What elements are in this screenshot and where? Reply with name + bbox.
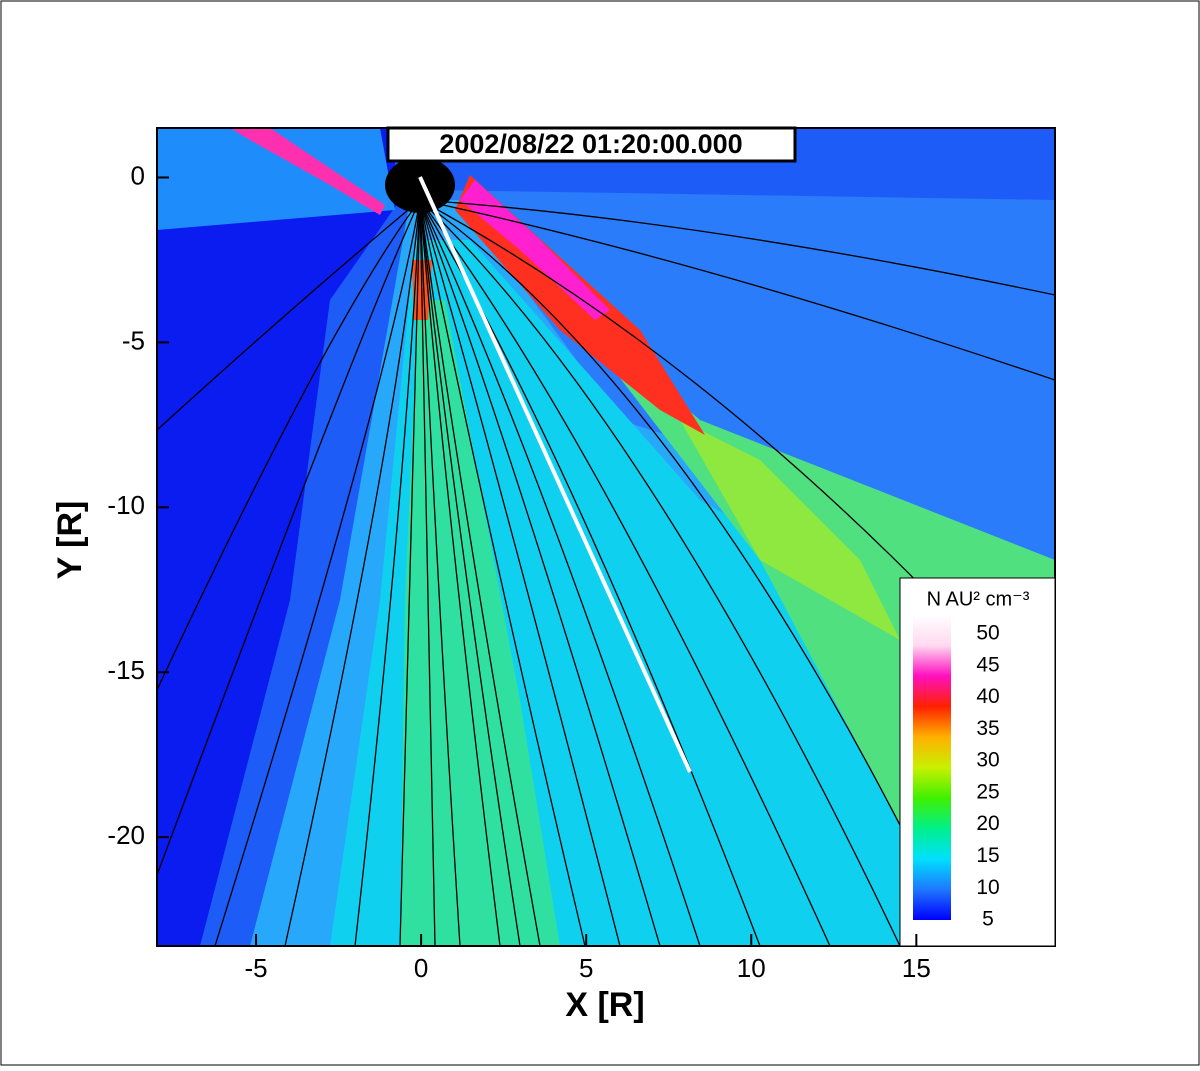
colorbar-tick-label: 35 bbox=[976, 717, 999, 740]
streamline bbox=[419, 199, 621, 946]
streamline bbox=[419, 199, 901, 946]
streamline bbox=[419, 199, 501, 946]
x-tick-label: 0 bbox=[414, 953, 428, 983]
field-green-core bbox=[400, 300, 560, 946]
streamlines bbox=[157, 199, 1055, 946]
streamline bbox=[399, 199, 421, 946]
streamline bbox=[354, 199, 421, 946]
streamline bbox=[214, 199, 421, 946]
colorbar-tick-label: 10 bbox=[976, 876, 999, 899]
x-tick-label: -5 bbox=[244, 953, 267, 983]
y-axis-label: Y [R] bbox=[51, 501, 89, 580]
field-dark bbox=[157, 128, 400, 946]
sun bbox=[385, 157, 455, 213]
field-upper bbox=[157, 128, 395, 230]
streamline bbox=[157, 199, 421, 691]
colorbar-tick-label: 15 bbox=[976, 844, 999, 867]
y-tick-label: -10 bbox=[107, 490, 145, 520]
streamline bbox=[419, 199, 1055, 381]
x-tick-label: 15 bbox=[902, 953, 931, 983]
colorbar-tick-label: 20 bbox=[976, 812, 999, 835]
field-magenta bbox=[460, 180, 610, 320]
white-line bbox=[418, 176, 692, 773]
x-tick-label: 10 bbox=[737, 953, 766, 983]
y-tick-label: 0 bbox=[131, 160, 145, 190]
y-tick-label: -15 bbox=[107, 655, 145, 685]
streamline bbox=[419, 199, 586, 946]
streamline bbox=[419, 199, 461, 946]
streamline bbox=[419, 199, 661, 946]
colorbar-label: N AU² cm⁻³ bbox=[927, 588, 1030, 610]
colorbar-tick-label: 5 bbox=[982, 908, 994, 931]
streamline bbox=[284, 199, 421, 946]
x-tick-label: 5 bbox=[579, 953, 593, 983]
streamline bbox=[419, 199, 521, 946]
colorbar-tick-label: 25 bbox=[976, 780, 999, 803]
streamline bbox=[419, 199, 831, 946]
streamline bbox=[419, 199, 1055, 296]
colorbar-strip bbox=[913, 615, 951, 920]
streamline bbox=[157, 199, 421, 431]
field-yellow bbox=[680, 420, 900, 640]
y-tick-label: -20 bbox=[107, 820, 145, 850]
y-tick-label: -5 bbox=[122, 325, 145, 355]
streamline bbox=[419, 199, 541, 946]
colorbar-tick-label: 50 bbox=[976, 622, 999, 645]
field bbox=[157, 128, 1055, 946]
chart-title: 2002/08/22 01:20:00.000 bbox=[439, 129, 742, 159]
streamline bbox=[419, 199, 436, 946]
colorbar-tick-label: 40 bbox=[976, 685, 999, 708]
colorbar-tick-label: 30 bbox=[976, 749, 999, 772]
streamline bbox=[157, 199, 421, 876]
streamline bbox=[419, 199, 701, 946]
title-box bbox=[386, 126, 797, 163]
colorbar-tick-label: 45 bbox=[976, 653, 999, 676]
streamline bbox=[419, 199, 961, 946]
field-edge bbox=[230, 128, 385, 215]
x-axis-label: X [R] bbox=[565, 986, 644, 1024]
